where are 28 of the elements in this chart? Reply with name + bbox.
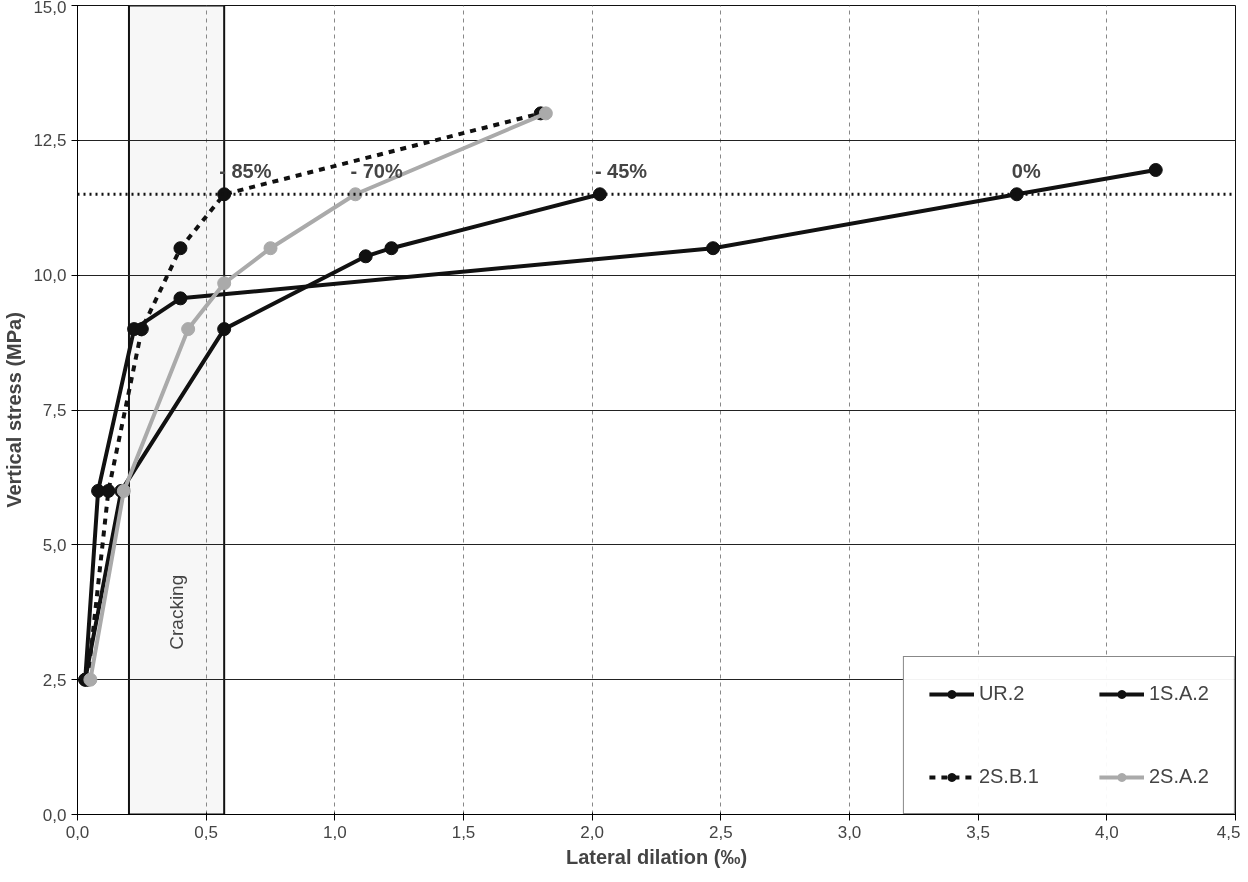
x-tick-label: 4,0 (1095, 822, 1119, 842)
y-tick-label: 12,5 (33, 131, 67, 151)
annotation: - 45% (594, 160, 648, 183)
y-tick-label: 10,0 (33, 266, 67, 286)
y-tick-label: 15,0 (33, 0, 67, 17)
band-label: Cracking (166, 574, 188, 650)
legend-label: 1S.A.2 (1148, 682, 1209, 705)
x-tick-label: 1,0 (323, 822, 347, 842)
x-axis-title: Lateral dilation (‰) (565, 845, 748, 868)
y-tick-label: 7,5 (42, 401, 67, 420)
x-tick-label: 3,5 (966, 822, 990, 842)
legend-label: UR.2 (978, 682, 1025, 705)
legend-label: 2S.B.1 (978, 765, 1039, 788)
x-tick-label: 4,5 (1216, 822, 1241, 842)
y-tick-label: 2,5 (42, 670, 67, 690)
x-tick-label: 2,5 (709, 822, 733, 842)
annotation: 0% (1011, 160, 1041, 183)
x-tick-label: 0,0 (65, 822, 90, 842)
annotation: - 70% (350, 160, 403, 183)
x-tick-label: 1,5 (451, 822, 476, 842)
y-axis-title: Vertical stress (MPa) (3, 312, 26, 508)
x-tick-label: 2,0 (580, 822, 604, 842)
x-tick-label: 3,0 (837, 822, 862, 842)
y-tick-label: 0,0 (42, 805, 67, 825)
annotation: - 85% (219, 160, 272, 183)
legend-label: 2S.A.2 (1148, 765, 1209, 788)
y-tick-label: 5,0 (42, 535, 67, 555)
x-tick-label: 0,5 (194, 822, 218, 842)
